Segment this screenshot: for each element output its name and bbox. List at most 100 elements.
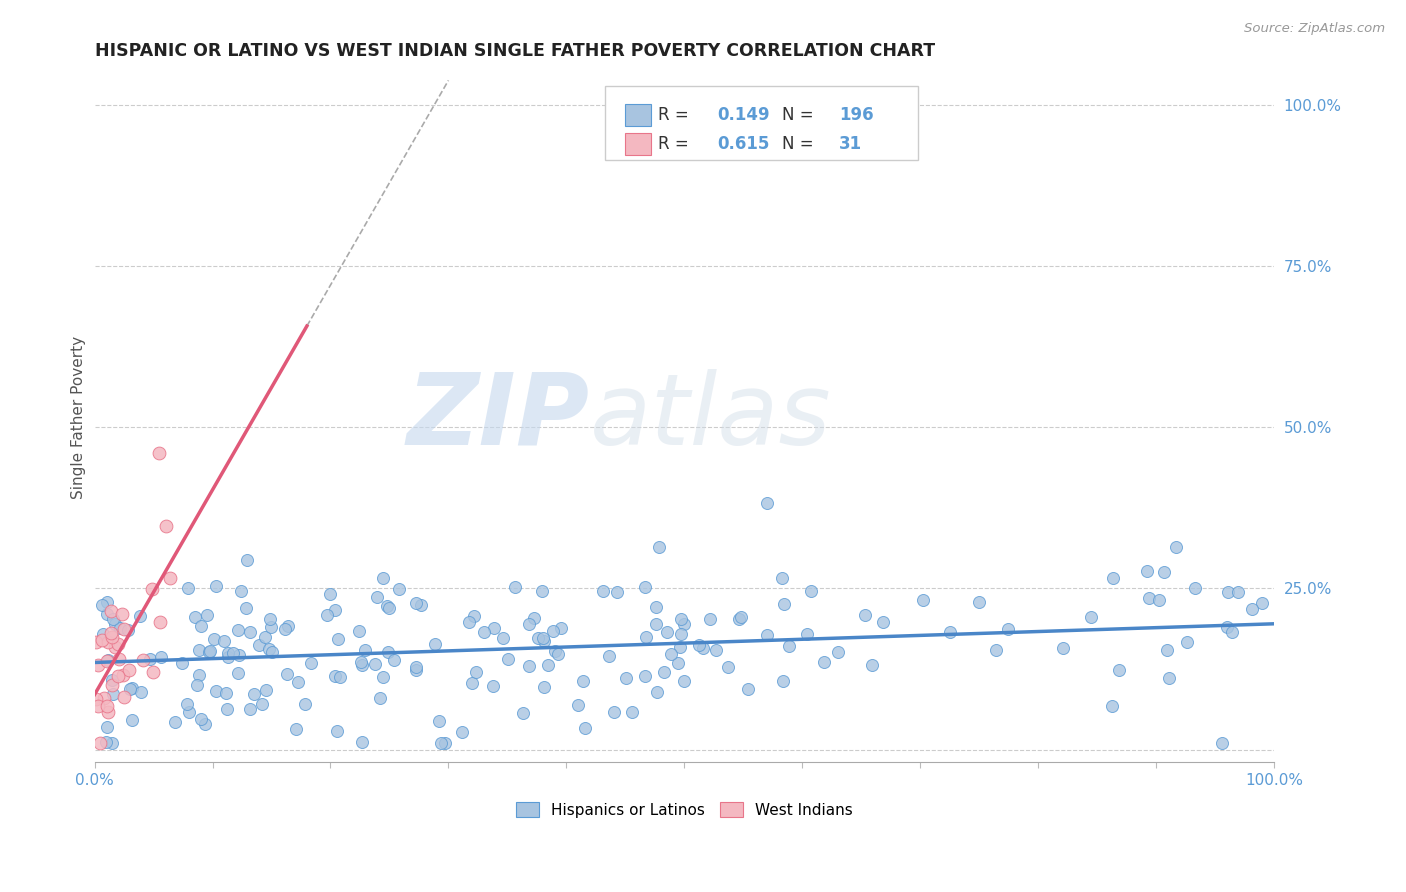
Point: [129, 609, 152, 624]
Point: [228, 648, 250, 662]
Point: [728, 612, 751, 626]
Point: [100, 626, 122, 640]
Point: [1166, 540, 1188, 554]
Point: [813, 655, 835, 669]
Point: [262, 645, 284, 659]
Point: [120, 682, 142, 697]
Point: [778, 639, 800, 653]
Point: [547, 647, 569, 661]
Point: [634, 669, 657, 683]
Point: [572, 673, 595, 688]
Point: [101, 630, 124, 644]
Point: [872, 615, 894, 630]
Point: [100, 604, 122, 618]
Point: [139, 652, 162, 666]
Point: [461, 676, 484, 690]
Point: [229, 584, 252, 599]
Point: [104, 640, 127, 655]
Point: [533, 680, 555, 694]
Point: [299, 657, 322, 671]
Point: [405, 596, 427, 610]
Point: [671, 612, 693, 626]
Point: [496, 651, 519, 665]
Point: [117, 624, 139, 638]
Point: [198, 645, 221, 659]
Point: [259, 612, 281, 626]
Point: [91, 626, 114, 640]
Point: [96, 720, 118, 734]
Point: [1226, 585, 1249, 599]
Point: [755, 496, 778, 510]
Point: [190, 619, 212, 633]
Point: [672, 673, 695, 688]
Legend: Hispanics or Latinos, West Indians: Hispanics or Latinos, West Indians: [509, 796, 859, 824]
Point: [1157, 671, 1180, 685]
Point: [505, 580, 527, 594]
Point: [108, 651, 131, 665]
Point: [644, 616, 666, 631]
Point: [350, 735, 373, 749]
Point: [370, 690, 392, 705]
Point: [544, 644, 567, 658]
Point: [997, 622, 1019, 636]
Point: [112, 622, 135, 636]
Point: [382, 653, 405, 667]
Point: [350, 656, 373, 670]
Point: [377, 644, 399, 658]
Point: [652, 665, 675, 679]
Point: [259, 641, 281, 656]
Text: N =: N =: [782, 106, 820, 124]
Point: [912, 592, 935, 607]
Point: [107, 669, 129, 683]
Text: 0.615: 0.615: [717, 136, 769, 153]
Point: [96, 653, 118, 667]
Point: [204, 683, 226, 698]
Point: [378, 601, 401, 615]
Point: [737, 682, 759, 697]
Point: [170, 656, 193, 670]
Point: [187, 643, 209, 657]
Point: [249, 638, 271, 652]
Point: [129, 685, 152, 699]
Point: [318, 587, 340, 601]
Point: [323, 603, 346, 617]
Point: [517, 616, 540, 631]
Point: [1101, 698, 1123, 713]
Point: [285, 723, 308, 737]
Point: [188, 668, 211, 682]
Point: [603, 706, 626, 720]
Point: [101, 673, 124, 688]
Point: [215, 701, 238, 715]
Point: [672, 617, 695, 632]
Point: [537, 658, 560, 673]
Point: [96, 654, 118, 668]
Point: [770, 571, 793, 585]
Point: [567, 698, 589, 713]
Point: [375, 599, 398, 614]
Point: [89, 736, 111, 750]
Point: [94, 735, 117, 749]
Point: [239, 702, 262, 716]
Y-axis label: Single Father Poverty: Single Father Poverty: [72, 336, 86, 499]
Point: [111, 668, 134, 682]
Point: [96, 607, 118, 621]
Point: [464, 665, 486, 680]
Point: [159, 571, 181, 585]
Point: [84, 635, 107, 649]
Point: [772, 597, 794, 611]
Point: [425, 637, 447, 651]
Text: HISPANIC OR LATINO VS WEST INDIAN SINGLE FATHER POVERTY CORRELATION CHART: HISPANIC OR LATINO VS WEST INDIAN SINGLE…: [94, 42, 935, 60]
Point: [326, 723, 349, 738]
Point: [190, 713, 212, 727]
Point: [659, 647, 682, 661]
Point: [253, 631, 276, 645]
Point: [364, 657, 387, 671]
Point: [148, 615, 170, 629]
Point: [108, 621, 131, 635]
Point: [326, 632, 349, 647]
Point: [512, 706, 534, 720]
Point: [827, 644, 849, 658]
Point: [1149, 592, 1171, 607]
Point: [260, 620, 283, 634]
Point: [87, 698, 110, 713]
